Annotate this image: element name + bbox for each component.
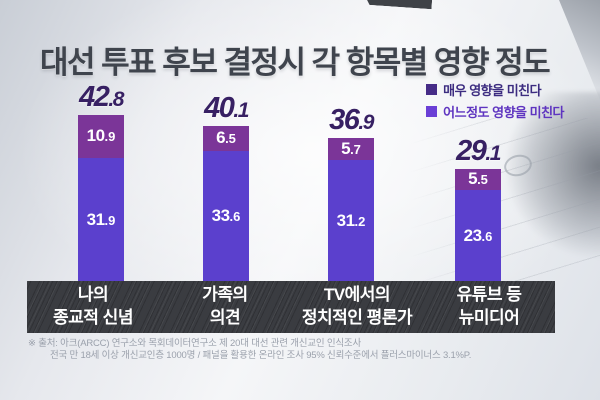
bar-group-new-media: 29.1 5.5 23.6 [418,134,538,282]
background-photo-wedge [366,0,433,9]
bar-segment-very: 5.7 [328,138,374,161]
bar-segment-very: 6.5 [203,125,249,151]
stamping-hand-photo [506,92,600,257]
legend-item-somewhat: 어느정도 영향을 미친다 [426,102,564,121]
bar-group-family-opinion: 40.1 6.5 33.6 [166,91,286,282]
legend-item-very: 매우 영향을 미친다 [426,80,542,99]
bar-segment-somewhat: 31.9 [78,157,124,282]
bar-segment-somewhat: 23.6 [455,189,501,282]
source-note-line1: ※ 출처: 아크(ARCC) 연구소와 목회데이터연구소 제 20대 대선 관련… [28,338,362,349]
category-label-religious-belief: 나의 종교적 신념 [53,285,133,327]
legend: 매우 영향을 미친다 어느정도 영향을 미친다 [426,80,564,121]
category-label-new-media: 유튜브 등 뉴미디어 [456,285,522,327]
bar-segment-very: 5.5 [455,168,501,190]
legend-swatch-very-icon [426,84,438,95]
bar-total-value: 36.9 [329,104,374,137]
bar-segment-very: 10.9 [78,115,124,158]
ballot-grid-lines [410,118,600,283]
bar-group-tv-commentators: 36.9 5.7 31.2 [291,106,411,282]
legend-swatch-somewhat-icon [426,106,438,117]
bar-segment-somewhat: 31.2 [328,160,374,282]
legend-label-very: 매우 영향을 미친다 [443,83,542,98]
bar-group-religious-belief: 42.8 10.9 31.9 [41,83,161,282]
source-note-line2: 전국 만 18세 이상 개신교인층 1000명 / 패널을 활용한 온라인 조사… [50,350,472,362]
legend-label-somewhat: 어느정도 영향을 미친다 [443,105,564,120]
page-title: 대선 투표 후보 결정시 각 항목별 영향 정도 [40,45,551,80]
category-label-tv-commentators: TV에서의 정치적인 평론가 [301,285,413,327]
source-note: ※ 출처: 아크(ARCC) 연구소와 목회데이터연구소 제 20대 대선 관련… [28,338,471,362]
bar-total-value: 29.1 [456,134,501,167]
bar-total-value: 40.1 [204,91,249,124]
bar-segment-somewhat: 33.6 [203,150,249,282]
bar-total-value: 42.8 [79,81,124,114]
category-band: 나의 종교적 신념 가족의 의견 TV에서의 정치적인 평론가 유튜브 등 뉴미디어 [27,281,555,333]
category-label-family-opinion: 가족의 의견 [202,285,248,327]
